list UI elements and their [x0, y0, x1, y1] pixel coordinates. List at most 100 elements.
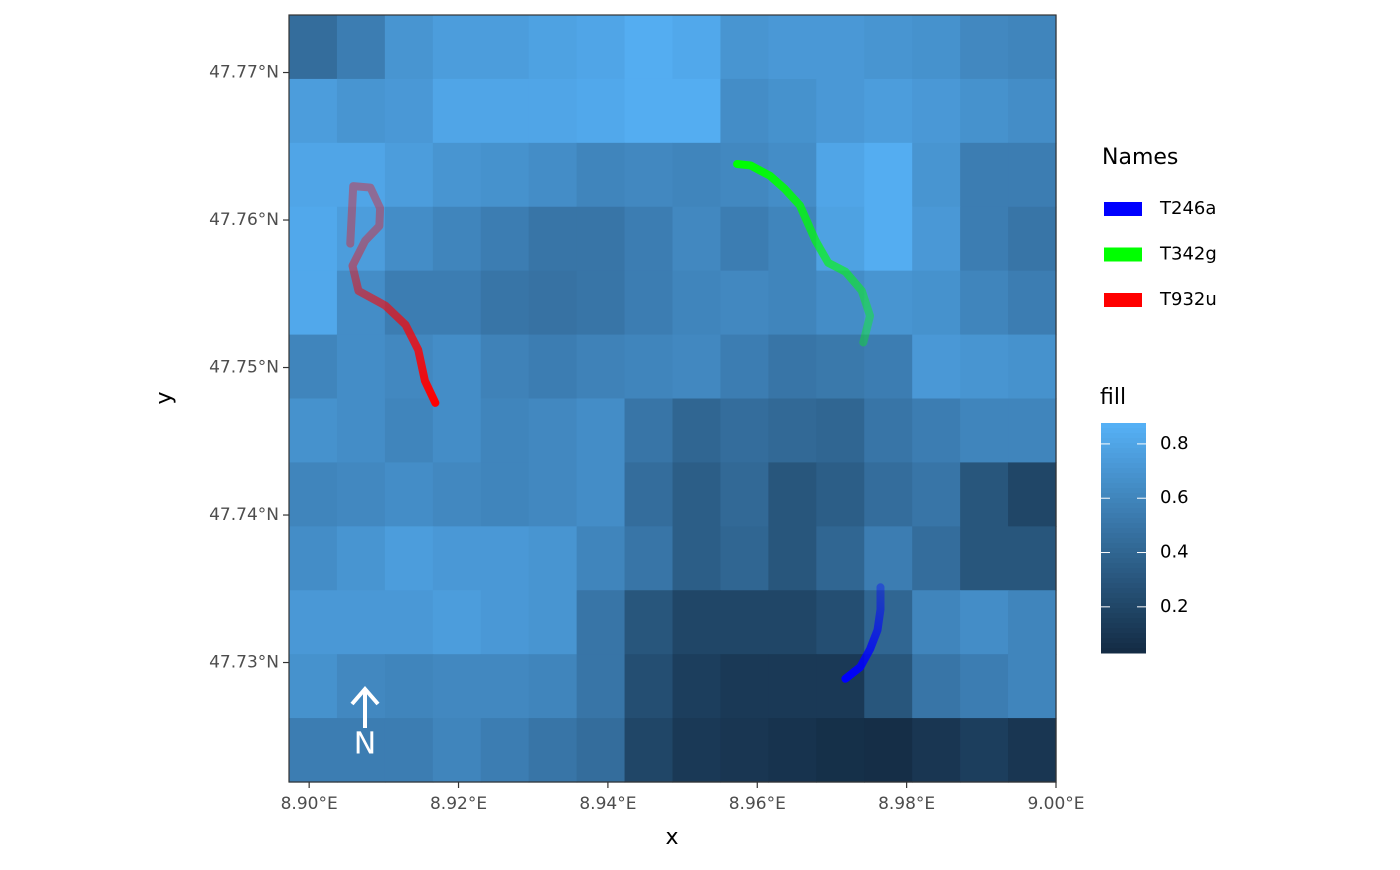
colorbar-label: 0.8 — [1160, 433, 1189, 454]
raster-cell — [432, 15, 482, 80]
raster-cell — [768, 398, 817, 464]
raster-cell — [960, 718, 1009, 783]
colorbar-slice — [1101, 503, 1146, 509]
colorbar-slice — [1101, 573, 1146, 579]
raster-cell — [912, 398, 961, 464]
raster-cell — [624, 15, 674, 80]
raster-cell — [384, 718, 434, 783]
raster-cell — [768, 718, 817, 783]
raster-cell — [912, 334, 961, 400]
raster-cell — [960, 270, 1009, 336]
raster-cell — [864, 398, 913, 464]
raster-cell — [864, 206, 913, 272]
x-tick-label: 8.90°E — [281, 794, 338, 814]
y-tick-label: 47.76°N — [209, 210, 279, 230]
raster-cell — [624, 270, 674, 336]
colorbar-slice — [1101, 613, 1146, 619]
legend-key — [1104, 293, 1142, 307]
raster-cell — [624, 142, 674, 208]
raster-cell — [624, 334, 674, 400]
raster-cell — [576, 590, 626, 655]
raster-cell — [816, 462, 865, 527]
legend-key — [1104, 247, 1142, 262]
raster-cell — [960, 590, 1009, 655]
y-axis-title: y — [152, 391, 177, 404]
raster-cell — [912, 270, 961, 336]
colorbar-slice — [1101, 593, 1146, 599]
raster-cell — [576, 142, 626, 208]
colorbar-slice — [1101, 633, 1146, 639]
raster-cell — [672, 78, 722, 144]
north-label: N — [354, 727, 376, 762]
arrow-head — [350, 685, 380, 706]
raster-cell — [336, 15, 386, 80]
raster-cell — [576, 462, 626, 527]
raster-cell — [1008, 526, 1057, 591]
raster-cell — [1008, 398, 1057, 464]
raster-cell — [864, 78, 913, 144]
colorbar-slice — [1101, 498, 1146, 504]
raster-cell — [480, 270, 530, 336]
raster-cell — [528, 270, 578, 336]
raster-cell — [768, 270, 817, 336]
legend-label: T932u — [1159, 289, 1217, 310]
raster-cell — [864, 270, 913, 336]
raster-cell — [768, 462, 817, 527]
raster-cell — [864, 142, 913, 208]
raster-cell — [864, 334, 913, 400]
colorbar-slice — [1101, 488, 1146, 494]
raster-cell — [864, 654, 913, 719]
colorbar-slice — [1101, 428, 1146, 434]
raster-cell — [576, 78, 626, 144]
raster-cell — [384, 590, 434, 655]
raster-cell — [528, 334, 578, 400]
raster-cell — [528, 654, 578, 719]
raster-cell — [960, 526, 1009, 591]
raster-cell — [432, 526, 482, 591]
raster-cell — [576, 654, 626, 719]
raster-cell — [432, 270, 482, 336]
colorbar-slice — [1101, 578, 1146, 584]
raster-cell — [912, 654, 961, 719]
track — [346, 182, 440, 407]
raster-cell — [289, 590, 338, 655]
raster-cell — [960, 462, 1009, 527]
raster-cell — [1008, 590, 1057, 655]
raster-cell — [576, 718, 626, 783]
colorbar-slice — [1101, 448, 1146, 454]
colorbar-slice — [1101, 438, 1146, 444]
legend-title: Names — [1102, 145, 1178, 170]
raster-cell — [960, 15, 1009, 80]
raster-cell — [336, 590, 386, 655]
raster-cell — [1008, 142, 1057, 208]
raster-cell — [672, 206, 722, 272]
raster-cell — [480, 718, 530, 783]
raster-cell — [432, 590, 482, 655]
colorbar-slice — [1101, 468, 1146, 474]
raster-cell — [720, 206, 769, 272]
raster-cell — [624, 526, 674, 591]
raster-cell — [528, 15, 578, 80]
colorbar-slice — [1101, 568, 1146, 574]
raster-cell — [528, 398, 578, 464]
raster-cell — [816, 334, 865, 400]
raster-cell — [1008, 206, 1057, 272]
raster-cell — [816, 526, 865, 591]
raster-cell — [960, 654, 1009, 719]
raster-cell — [864, 526, 913, 591]
raster-cell — [384, 526, 434, 591]
raster-cell — [912, 142, 961, 208]
colorbar-slice — [1101, 493, 1146, 499]
colorbar-slice — [1101, 628, 1146, 634]
raster-cell — [768, 526, 817, 591]
colorbar-label: 0.2 — [1160, 596, 1189, 617]
colorbar-slice — [1101, 423, 1146, 429]
raster-cell — [960, 206, 1009, 272]
raster-cell — [289, 270, 338, 336]
raster-cell — [289, 654, 338, 719]
raster-cell — [336, 526, 386, 591]
colorbar-slice — [1101, 583, 1146, 589]
raster-cell — [912, 206, 961, 272]
raster-cell — [1008, 78, 1057, 144]
